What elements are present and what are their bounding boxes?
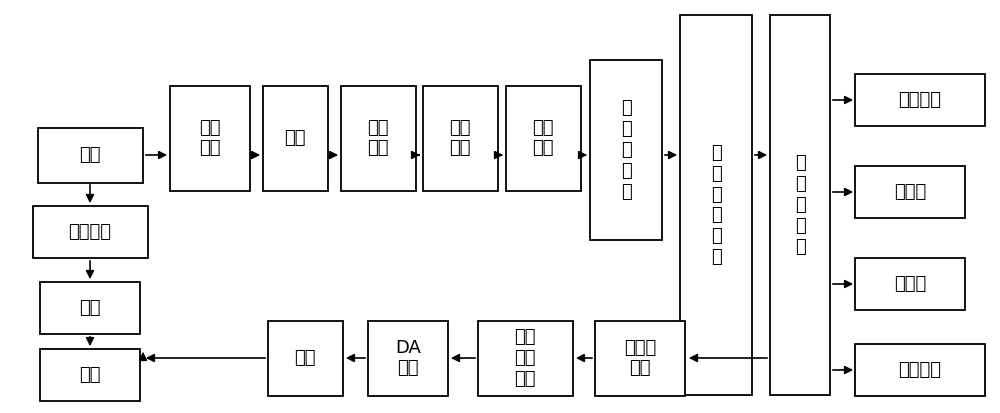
Text: DA
转换: DA 转换 xyxy=(395,339,421,377)
Text: 工件: 工件 xyxy=(79,299,101,317)
Text: 信号
分离: 信号 分离 xyxy=(199,119,221,157)
Text: 探头: 探头 xyxy=(79,366,101,384)
Bar xyxy=(855,166,965,218)
Text: 数据输出: 数据输出 xyxy=(898,361,942,379)
Bar xyxy=(506,85,580,190)
Bar xyxy=(170,85,250,190)
Text: 薄膜按键: 薄膜按键 xyxy=(898,91,942,109)
Bar xyxy=(40,349,140,401)
Text: 模数
转换: 模数 转换 xyxy=(532,119,554,157)
Bar xyxy=(770,15,830,395)
Bar xyxy=(680,15,752,395)
Text: 电容谐振: 电容谐振 xyxy=(68,223,112,241)
Text: 探头: 探头 xyxy=(79,146,101,164)
Bar xyxy=(590,60,662,240)
Text: 干扰
抑制: 干扰 抑制 xyxy=(449,119,471,157)
Text: 放大: 放大 xyxy=(294,349,316,367)
Bar xyxy=(422,85,498,190)
Bar xyxy=(38,128,143,183)
Text: 程控
放大: 程控 放大 xyxy=(367,119,389,157)
Text: 信号发
生器: 信号发 生器 xyxy=(624,339,656,377)
Bar xyxy=(32,206,148,258)
Text: 滤波: 滤波 xyxy=(284,129,306,147)
Bar xyxy=(368,320,448,396)
Text: 混
合
单
元
处
理: 混 合 单 元 处 理 xyxy=(711,144,721,266)
Bar xyxy=(855,344,985,396)
Bar xyxy=(855,258,965,310)
Text: 调频
调幅
脉宽: 调频 调幅 脉宽 xyxy=(514,328,536,388)
Bar xyxy=(855,74,985,126)
Text: 显示屏: 显示屏 xyxy=(894,183,926,201)
Bar xyxy=(340,85,416,190)
Text: 报警输: 报警输 xyxy=(894,275,926,293)
Bar xyxy=(268,320,342,396)
Text: 傅
里
叶
变
换: 傅 里 叶 变 换 xyxy=(621,100,631,201)
Bar xyxy=(262,85,328,190)
Text: 计
算
机
系
统: 计 算 机 系 统 xyxy=(795,154,805,256)
Bar xyxy=(40,282,140,334)
Bar xyxy=(478,320,572,396)
Bar xyxy=(595,320,685,396)
